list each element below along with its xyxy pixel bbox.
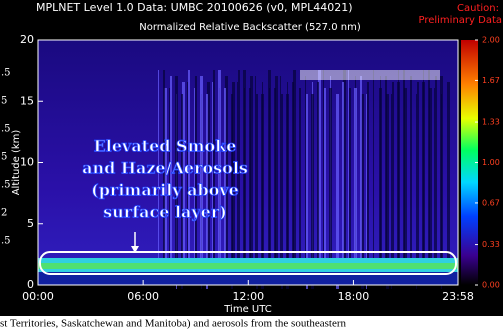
margin-text: .5 [1,236,11,247]
streak [237,82,238,277]
caption: st Territories, Saskatchewan and Manitob… [0,318,347,330]
surface-layer-core [38,263,458,269]
streak [299,88,301,283]
annotation: Elevated Smoke [94,137,237,156]
streak [367,82,369,277]
colorbar-tick-label: 1.33 [482,118,500,127]
streak [348,70,349,265]
streak [324,88,326,283]
y-tick-label: 10 [20,156,34,169]
x-tick-label: 06:00 [127,290,159,303]
streak [434,88,435,283]
streak [292,82,294,277]
streak [280,76,281,271]
margin-text: .5 [1,68,11,79]
title: MPLNET Level 1.0 Data: UMBC 20100626 (v0… [36,1,353,14]
streak [349,88,351,283]
margin-text: 5 [1,152,7,163]
annotation: (primarily above [91,181,239,200]
margin-text: 2 [1,208,7,219]
streak [379,88,382,283]
margin-text: .5 [1,180,11,191]
streak [422,82,425,277]
subtitle: Normalized Relative Backscatter (527.0 n… [139,22,361,33]
page: {"chart_data": {"type": "heatmap", "titl… [0,0,503,331]
streak [428,70,430,265]
colorbar-tick-label: 1.00 [482,158,500,167]
streak [323,70,324,265]
chart: MPLNET Level 1.0 Data: UMBC 20100626 (v0… [0,0,503,331]
streak [317,82,319,277]
cloud [300,70,440,80]
streak [329,88,332,283]
streak [342,82,344,277]
streak [447,82,450,277]
streak [392,82,394,277]
colorbar-tick-label: 1.67 [482,76,500,85]
annotation: surface layer) [103,203,227,222]
streak [268,70,271,265]
colorbar-tick-label: 0.67 [482,198,500,207]
streak [403,70,405,265]
colorbar-tick-label: 0.00 [482,281,500,290]
streak [255,76,256,271]
y-axis-label: Altitude (km) [11,130,22,196]
streak [417,82,419,277]
y-tick-label: 5 [27,217,34,230]
streak [354,88,357,283]
x-tick-label: 23:58 [442,290,474,303]
streak [249,88,251,283]
x-tick-label: 18:00 [338,290,370,303]
y-tick-label: 15 [20,94,34,107]
x-axis-label: Time UTC [223,304,271,315]
streak [410,76,412,271]
x-tick-label: 12:00 [232,290,264,303]
caution: Preliminary Data [418,15,502,26]
streak [385,76,387,271]
streak [435,76,437,271]
streak [274,88,276,283]
streak [397,82,400,277]
streak [440,76,443,271]
colorbar-tick-label: 2.00 [482,36,500,45]
colorbar-tick-label: 0.33 [482,240,500,249]
x-tick-label: 00:00 [22,290,54,303]
streak [187,82,188,277]
margin-text: .5 [1,124,11,135]
margin-text: 5 [1,96,7,107]
streak [212,82,213,277]
y-tick-label: 20 [20,33,34,46]
caution: Caution: [457,3,499,14]
streak [360,76,362,271]
streak [305,76,306,271]
streak [373,70,374,265]
annotation: and Haze/Aerosols [82,159,248,178]
